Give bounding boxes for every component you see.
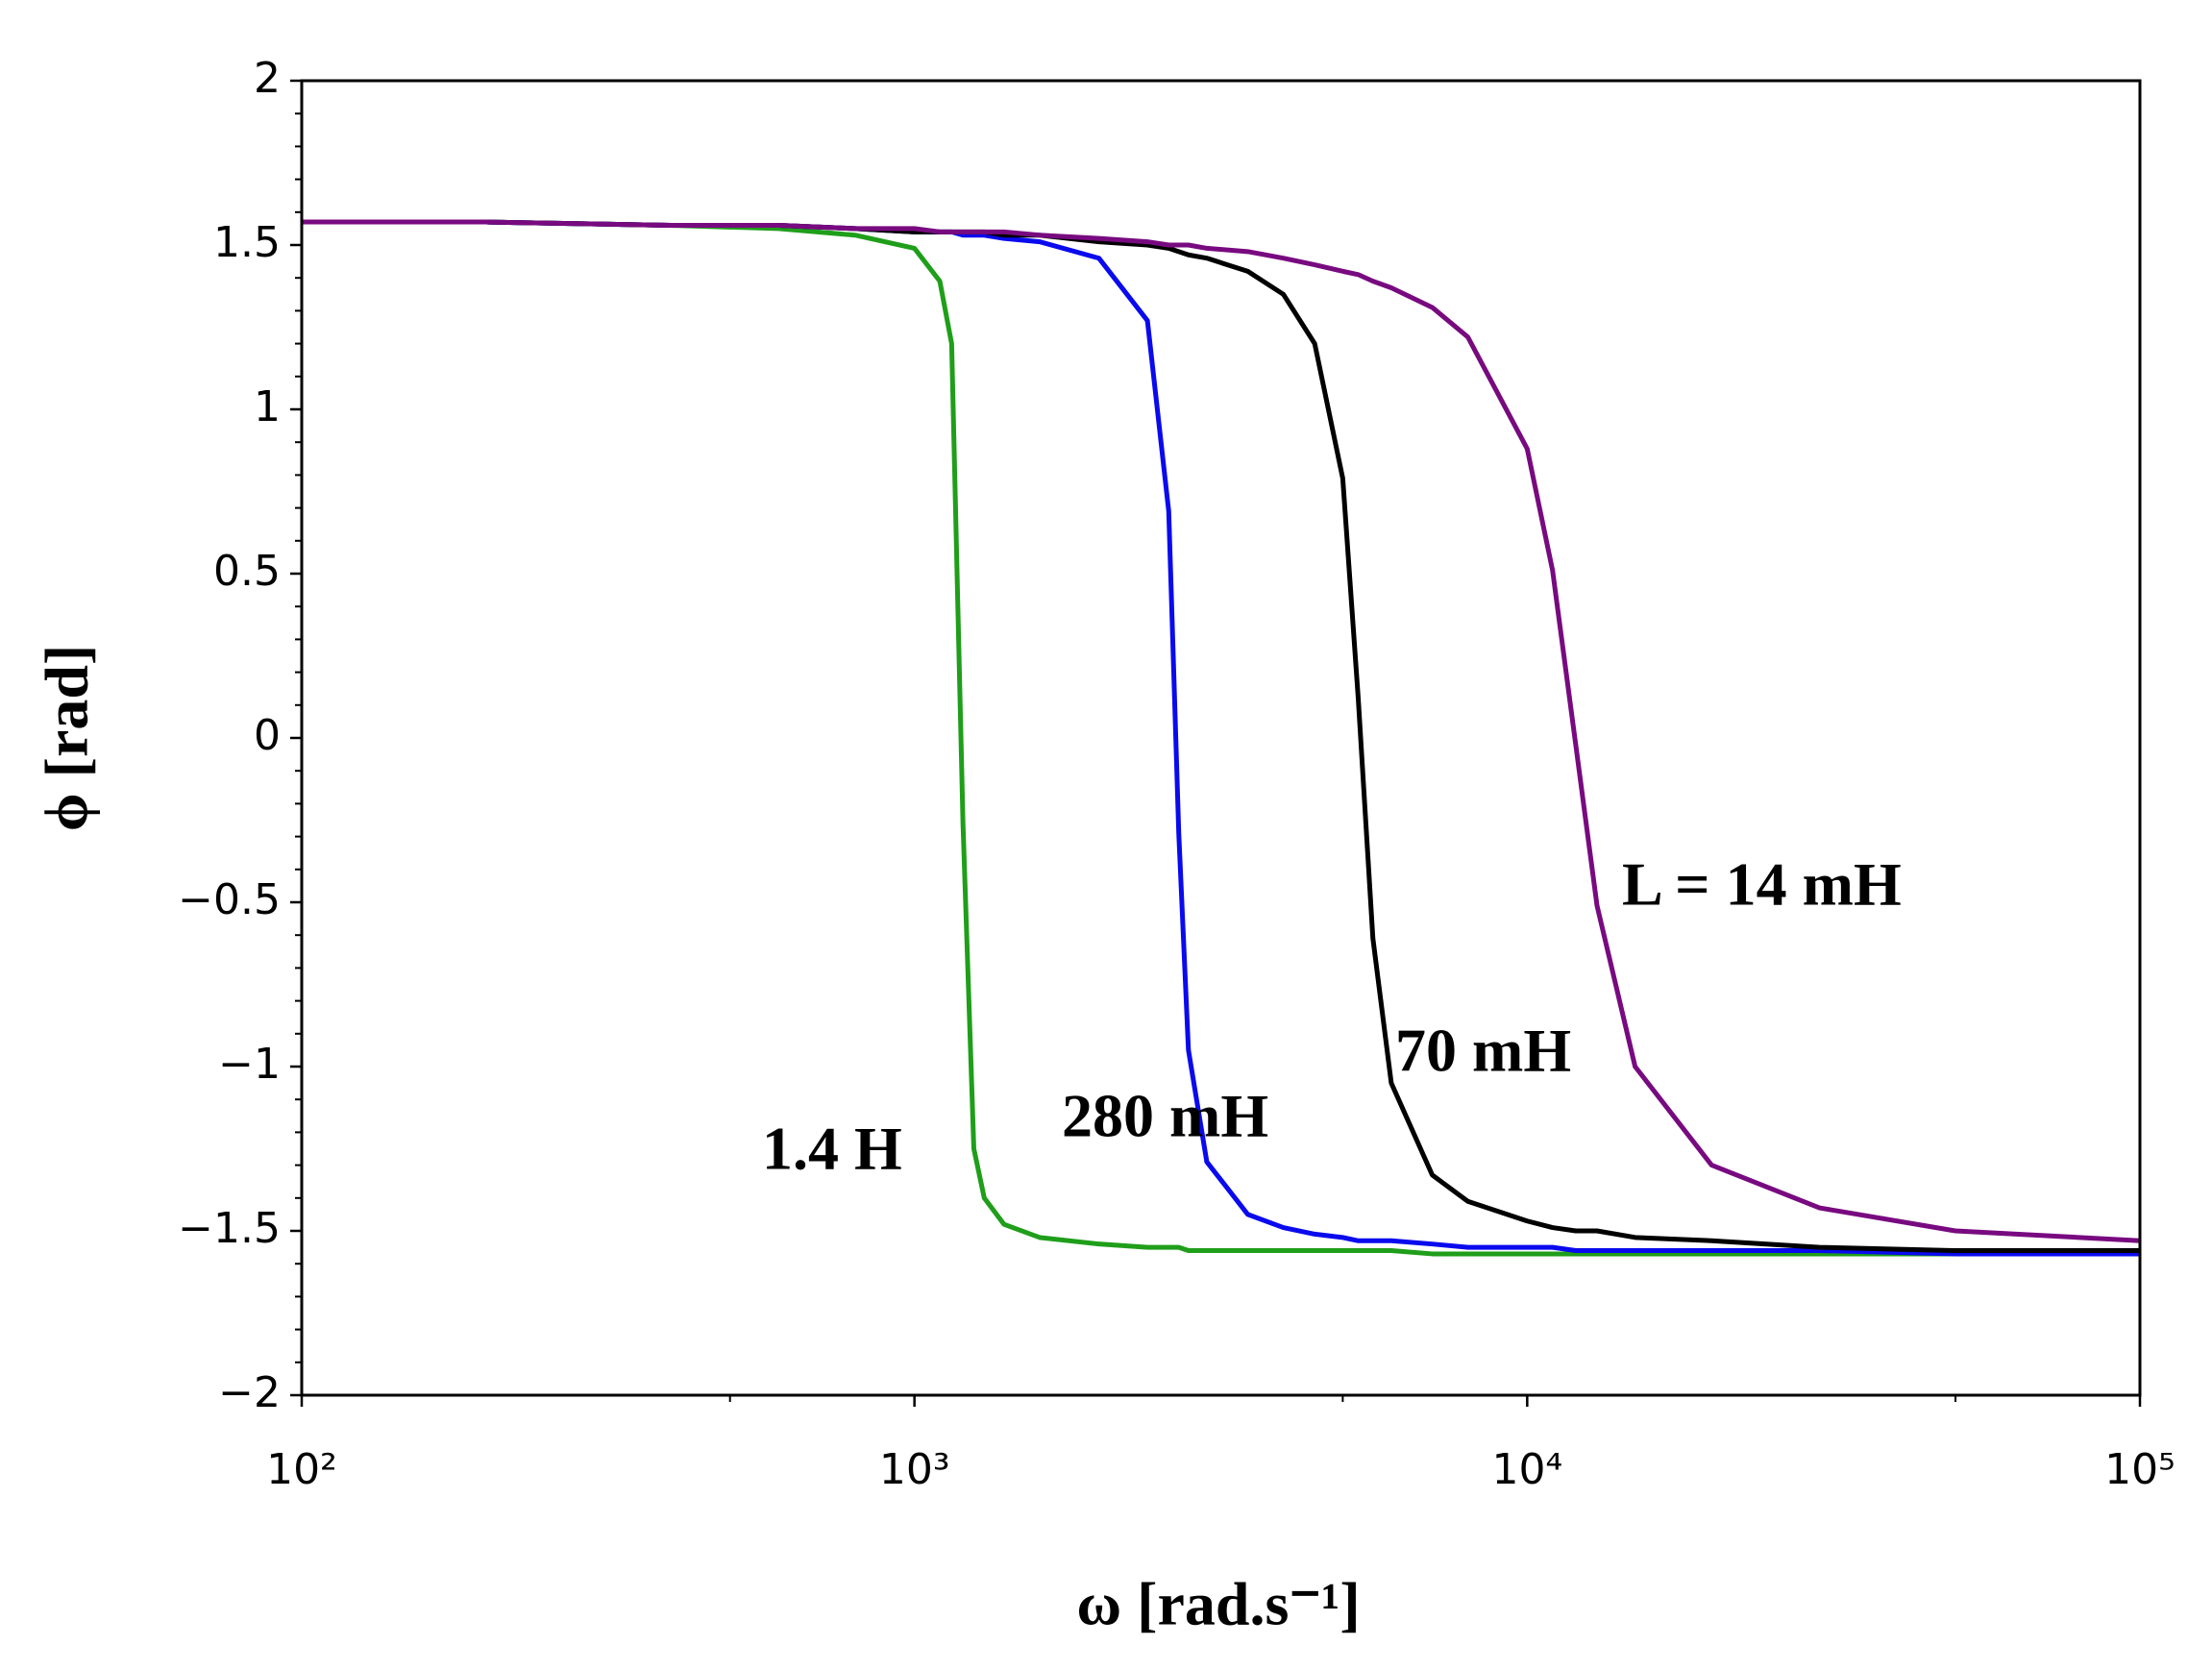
x-axis-label: ω [rad.s⁻¹]	[1076, 1570, 1360, 1638]
series-line	[302, 219, 2140, 1257]
series-label: 1.4 H	[762, 1115, 902, 1183]
y-tick-label: −1	[218, 1040, 281, 1089]
series-label: 70 mH	[1395, 1017, 1571, 1085]
x-tick-label: 10⁴	[1492, 1445, 1563, 1494]
y-tick-label: 0.5	[213, 547, 281, 596]
y-axis-label: ϕ [rad]	[33, 645, 101, 832]
y-tick-label: −2	[218, 1368, 281, 1417]
x-tick-label: 10⁵	[2104, 1445, 2175, 1494]
series-label: 280 mH	[1062, 1082, 1268, 1150]
series-line	[302, 219, 2141, 1243]
y-tick-label: 1	[254, 382, 281, 431]
y-tick-label: 0	[254, 711, 281, 760]
x-tick-label: 10²	[266, 1445, 337, 1494]
y-tick-label: −0.5	[178, 875, 281, 924]
series-label: L = 14 mH	[1622, 850, 1902, 919]
y-tick-label: 2	[254, 54, 281, 103]
y-tick-label: −1.5	[178, 1204, 281, 1253]
y-tick-label: 1.5	[213, 218, 281, 267]
x-tick-label: 10³	[879, 1445, 950, 1494]
plot-frame	[300, 79, 2142, 1397]
